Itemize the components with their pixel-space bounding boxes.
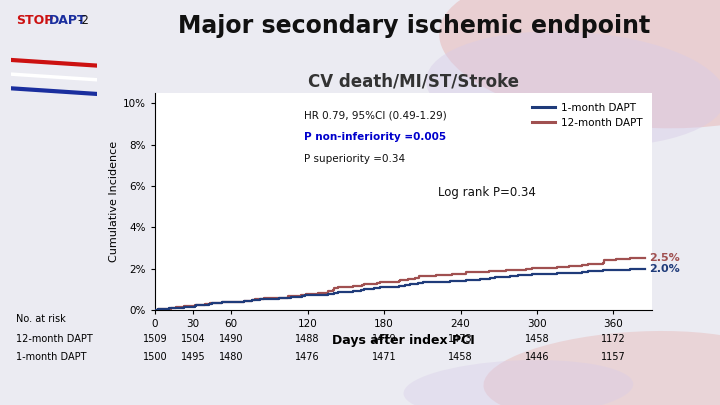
Text: 1473: 1473: [449, 334, 473, 344]
Text: 1480: 1480: [219, 352, 243, 362]
Text: 1504: 1504: [181, 334, 205, 344]
Text: 1500: 1500: [143, 352, 167, 362]
Text: -2: -2: [78, 14, 89, 27]
Ellipse shape: [403, 360, 634, 405]
Text: 1509: 1509: [143, 334, 167, 344]
Text: 1490: 1490: [219, 334, 243, 344]
Text: 1-month DAPT: 1-month DAPT: [16, 352, 86, 362]
Ellipse shape: [439, 0, 720, 128]
Text: STOP: STOP: [16, 14, 53, 27]
Text: 1458: 1458: [449, 352, 473, 362]
Text: 1488: 1488: [295, 334, 320, 344]
Text: 1476: 1476: [295, 352, 320, 362]
Text: 1458: 1458: [525, 334, 549, 344]
Text: DAPT: DAPT: [49, 14, 86, 27]
Y-axis label: Cumulative Incidence: Cumulative Incidence: [109, 141, 119, 262]
Text: 12-month DAPT: 12-month DAPT: [16, 334, 93, 344]
Ellipse shape: [426, 31, 720, 147]
Text: No. at risk: No. at risk: [16, 314, 66, 324]
Text: CV death/MI/ST/Stroke: CV death/MI/ST/Stroke: [308, 73, 520, 91]
Text: 1479: 1479: [372, 334, 397, 344]
Text: P superiority =0.34: P superiority =0.34: [304, 154, 405, 164]
Text: 1495: 1495: [181, 352, 205, 362]
Text: Major secondary ischemic endpoint: Major secondary ischemic endpoint: [178, 14, 650, 38]
Legend: 1-month DAPT, 12-month DAPT: 1-month DAPT, 12-month DAPT: [528, 98, 647, 132]
Text: 1471: 1471: [372, 352, 397, 362]
Text: 1157: 1157: [601, 352, 626, 362]
Text: 2.0%: 2.0%: [649, 264, 680, 273]
X-axis label: Days after index PCI: Days after index PCI: [332, 335, 474, 347]
Text: HR 0.79, 95%CI (0.49-1.29): HR 0.79, 95%CI (0.49-1.29): [304, 111, 446, 120]
Text: 1446: 1446: [525, 352, 549, 362]
Text: 2.5%: 2.5%: [649, 253, 680, 262]
Text: Log rank P=0.34: Log rank P=0.34: [438, 186, 536, 199]
Text: P non-inferiority =0.005: P non-inferiority =0.005: [304, 132, 446, 142]
Ellipse shape: [483, 331, 720, 405]
Text: 1172: 1172: [601, 334, 626, 344]
